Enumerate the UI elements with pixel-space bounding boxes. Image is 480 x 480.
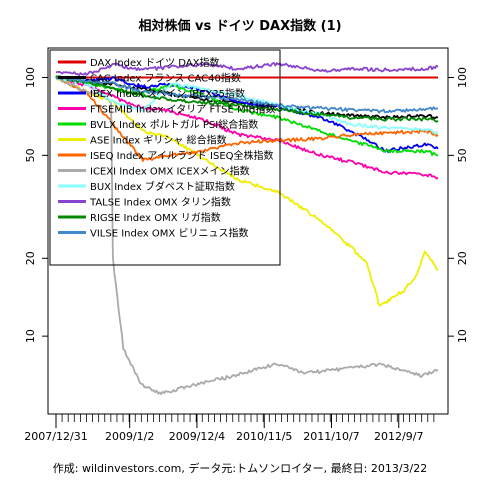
y-axis-right: 10 20 50 100 xyxy=(448,67,469,343)
plot-area xyxy=(55,62,439,396)
y-tick-label-right: 10 xyxy=(456,329,469,343)
legend: DAX Index ドイツ DAX指数 CAC Index フランス CAC40指… xyxy=(49,49,281,266)
y-tick-label-right: 100 xyxy=(456,67,469,88)
y-axis-left: 10 20 50 100 xyxy=(24,67,48,343)
legend-label-11: VILSE Index OMX ビリニュス指数 xyxy=(90,227,248,240)
x-tick-label: 2007/12/31 xyxy=(24,430,87,443)
y-tick-label-left: 20 xyxy=(24,251,37,265)
y-tick-label-left: 10 xyxy=(24,329,37,343)
legend-label-3: FTSEMIB Index イタリア FTSE MIB指数 xyxy=(90,103,275,116)
legend-label-6: ISEQ Index アイルランド ISEQ全株指数 xyxy=(90,149,274,162)
legend-label-10: RIGSE Index OMX リガ指数 xyxy=(90,211,221,224)
series-line-9 xyxy=(55,62,439,77)
series-line-2 xyxy=(55,75,439,153)
x-axis: 2007/12/31 2009/1/2 2009/12/4 2010/11/5 2011… xyxy=(24,414,435,443)
legend-label-5: ASE Index ギリシャ 総合指数 xyxy=(90,134,227,147)
y-tick-label-left: 50 xyxy=(24,148,37,162)
x-tick-label: 2010/11/5 xyxy=(236,430,292,443)
legend-label-4: BVLX Index ポルトガル PSI総合指数 xyxy=(90,118,258,131)
series-line-7 xyxy=(55,76,439,396)
legend-label-2: IBEX Index スペイン IBEX35指数 xyxy=(90,87,245,100)
series-line-8 xyxy=(55,76,439,135)
series-line-11 xyxy=(55,76,439,114)
legend-box xyxy=(49,49,281,266)
legend-label-1: CAC Index フランス CAC40指数 xyxy=(90,72,241,85)
legend-label-0: DAX Index ドイツ DAX指数 xyxy=(90,56,220,69)
y-tick-label-left: 100 xyxy=(24,67,37,88)
y-tick-label-right: 50 xyxy=(456,148,469,162)
x-tick-label: 2012/9/7 xyxy=(374,430,423,443)
x-tick-label: 2009/12/4 xyxy=(169,430,225,443)
series-line-6 xyxy=(55,76,439,162)
series-line-10 xyxy=(55,75,439,123)
chart-footer: 作成: wildinvestors.com, データ元:トムソンロイター, 最終… xyxy=(53,461,427,475)
y-tick-label-right: 20 xyxy=(456,251,469,265)
plot-frame xyxy=(47,47,449,415)
series-line-5 xyxy=(55,76,439,307)
legend-label-9: TALSE Index OMX タリン指数 xyxy=(89,196,231,209)
chart-title: 相対株価 vs ドイツ DAX指数 (1) xyxy=(138,18,341,34)
legend-label-8: BUX Index ブダペスト証取指数 xyxy=(90,180,235,193)
series-line-3 xyxy=(55,75,439,180)
x-tick-label: 2011/10/7 xyxy=(303,430,359,443)
x-tick-label: 2009/1/2 xyxy=(105,430,154,443)
legend-label-7: ICEXI Index OMX ICEXメイン指数 xyxy=(90,165,250,178)
